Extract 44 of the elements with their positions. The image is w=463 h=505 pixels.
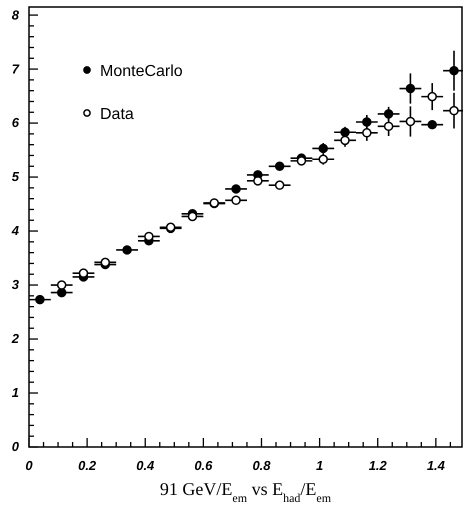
point xyxy=(144,232,154,242)
legend-label: Data xyxy=(100,106,134,123)
point xyxy=(406,116,416,126)
point xyxy=(427,120,437,130)
point xyxy=(384,109,394,119)
point xyxy=(362,128,372,138)
x-tick-label: 0 xyxy=(25,458,34,474)
point xyxy=(78,268,88,278)
point xyxy=(35,294,45,304)
point xyxy=(56,288,66,298)
point xyxy=(340,136,350,146)
y-tick-label: 6 xyxy=(12,115,20,130)
point xyxy=(253,176,263,186)
x-tick-label: 0.2 xyxy=(78,458,97,474)
y-tick-label: 1 xyxy=(12,385,19,400)
x-tick-label: 0.8 xyxy=(252,458,272,474)
point xyxy=(406,84,416,94)
y-tick-label: 5 xyxy=(12,169,20,184)
point xyxy=(296,156,306,166)
point xyxy=(274,180,284,190)
y-tick-label: 0 xyxy=(12,439,20,454)
x-tick-label: 1.4 xyxy=(426,458,446,474)
point xyxy=(449,66,459,76)
point xyxy=(362,117,372,127)
point xyxy=(56,280,66,290)
point xyxy=(274,162,284,171)
point xyxy=(231,184,241,194)
y-tick-label: 4 xyxy=(10,223,20,238)
point xyxy=(188,212,198,222)
x-tick-label: 1 xyxy=(316,458,324,474)
point xyxy=(122,245,132,255)
point xyxy=(231,196,241,206)
y-tick-label: 3 xyxy=(12,277,20,292)
y-tick-label: 8 xyxy=(12,7,20,22)
point xyxy=(384,122,394,132)
x-tick-label: 1.2 xyxy=(368,458,388,474)
point xyxy=(449,106,459,116)
x-axis-title: 91 GeV/E$_{em}$ vs E$_{had}$/E$_{em}$ xyxy=(160,479,332,505)
x-tick-label: 0.6 xyxy=(194,458,214,474)
point xyxy=(427,92,437,102)
x-tick-label: 0.4 xyxy=(136,458,156,474)
legend-label: MonteCarlo xyxy=(100,63,183,80)
y-tick-label: 2 xyxy=(10,331,20,346)
y-tick-label: 7 xyxy=(12,61,20,76)
